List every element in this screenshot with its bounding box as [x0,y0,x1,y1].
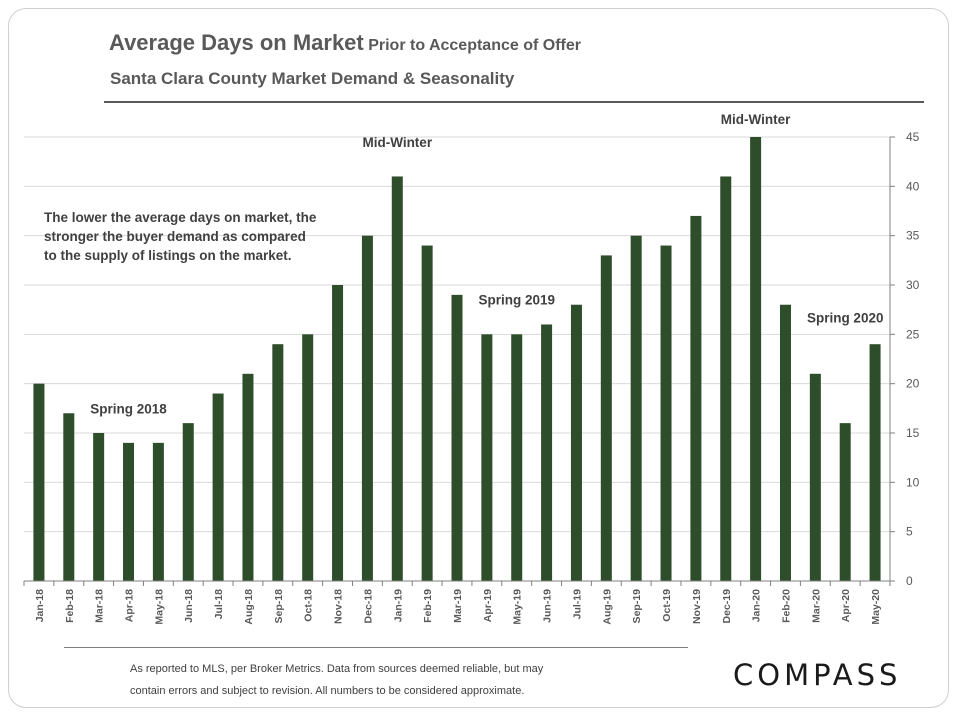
x-tick-label: Jun-19 [542,589,554,623]
header-divider [104,101,924,103]
x-tick-label: Aug-18 [243,589,255,625]
note-line: to the supply of listings on the market. [44,248,292,263]
title-main: Average Days on Market [109,30,364,55]
annotation-label: Spring 2019 [478,293,555,308]
x-tick-label: Jun-18 [183,589,195,623]
y-tick-label: 0 [906,574,913,588]
bar [212,393,224,581]
x-tick-label: Oct-18 [303,589,315,622]
source-footnote: As reported to MLS, per Broker Metrics. … [130,658,543,702]
y-tick-label: 30 [906,278,920,292]
bar [182,423,194,581]
bar [869,344,881,581]
annotation-label: Spring 2018 [90,401,167,416]
annotation-label: Mid-Winter [362,135,432,150]
x-tick-label: Feb-18 [64,589,76,623]
bar [451,294,463,581]
bar [511,334,523,581]
y-tick-label: 45 [906,130,920,144]
bar [272,344,284,581]
x-tick-label: Mar-19 [452,589,464,623]
x-tick-label: Dec-19 [721,589,733,624]
bar [570,304,582,581]
annotation-label: Spring 2020 [807,310,884,325]
bar [809,373,821,581]
bar [93,433,105,581]
bar [302,334,314,581]
x-tick-label: Apr-20 [840,589,852,622]
bar [391,176,403,581]
note-line: The lower the average days on market, th… [44,210,317,225]
bar [660,245,672,582]
bar [361,235,373,581]
x-tick-label: Jan-19 [392,589,404,622]
explanatory-note: The lower the average days on market, th… [44,208,344,265]
bar [421,245,433,582]
annotation-label: Mid-Winter [721,112,791,127]
x-tick-label: Mar-20 [810,589,822,623]
y-tick-label: 10 [906,475,920,489]
y-tick-label: 5 [906,525,913,539]
x-tick-label: Sep-19 [631,589,643,624]
x-tick-label: Sep-18 [273,589,285,624]
x-tick-label: Jul-19 [571,589,583,620]
card-frame [8,8,949,708]
y-tick-label: 25 [906,327,920,341]
y-tick-label: 15 [906,426,920,440]
bar [481,334,493,581]
bar [152,442,164,581]
x-tick-label: Mar-18 [94,589,106,623]
bar [720,176,732,581]
chart-subtitle: Santa Clara County Market Demand & Seaso… [110,69,515,88]
x-tick-label: Apr-19 [482,589,494,622]
x-tick-label: Apr-18 [124,589,136,622]
x-tick-label: May-19 [512,589,524,625]
bar [690,215,702,581]
x-tick-label: May-18 [153,589,165,625]
bar [630,235,642,581]
x-tick-label: Feb-19 [422,589,434,623]
chart-title: Average Days on Market Prior to Acceptan… [109,30,581,56]
x-tick-label: Nov-18 [333,589,345,624]
footnote-line: contain errors and subject to revision. … [130,685,525,697]
bar [63,413,75,581]
bar [541,324,553,581]
bar [123,442,135,581]
x-tick-label: Aug-19 [601,589,613,625]
bar [332,285,344,581]
bar [839,423,851,581]
title-sub: Prior to Acceptance of Offer [368,37,581,54]
x-tick-label: May-20 [870,589,882,625]
x-tick-label: Feb-20 [780,589,792,623]
footer-divider [64,647,688,648]
x-tick-label: Jan-20 [751,589,763,622]
footnote-line: As reported to MLS, per Broker Metrics. … [130,663,544,675]
bar [600,255,612,581]
note-line: stronger the buyer demand as compared [44,229,306,244]
y-tick-label: 20 [906,377,920,391]
bar [33,383,45,581]
x-tick-label: Jan-18 [34,589,46,622]
x-tick-label: Nov-19 [691,589,703,624]
x-tick-label: Jul-18 [213,589,225,620]
y-tick-label: 40 [906,179,920,193]
compass-logo: COMPASS [733,658,902,692]
bar [779,304,791,581]
bar [750,137,762,581]
x-tick-label: Oct-19 [661,589,673,622]
x-tick-label: Dec-18 [362,589,374,624]
bar [242,373,254,581]
y-tick-label: 35 [906,229,920,243]
